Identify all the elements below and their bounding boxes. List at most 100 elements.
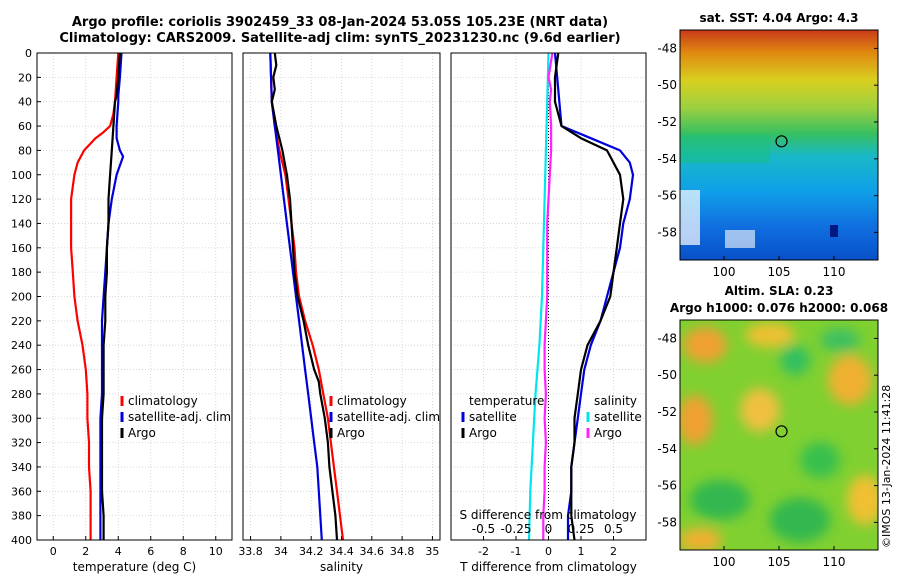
map-y-tick-label: -56 — [657, 479, 677, 493]
legend-label: satellite — [469, 410, 517, 424]
x-tick-label: -2 — [478, 545, 489, 558]
map-y-tick-label: -50 — [657, 78, 677, 92]
map-y-tick-label: -56 — [657, 189, 677, 203]
series-line-satellite-adj-clim — [269, 52, 323, 541]
y-tick-label: 40 — [18, 96, 32, 109]
series-line-t-argo — [553, 52, 625, 541]
series-line-climatology — [69, 52, 120, 540]
sla-map — [680, 320, 878, 550]
axes-frame — [36, 52, 233, 541]
y-tick-label: 100 — [11, 169, 32, 182]
sst-map-front — [680, 135, 770, 163]
y-tick-label: 260 — [11, 364, 32, 377]
legend-label: satellite — [594, 410, 642, 424]
map-x-tick-label: 110 — [823, 555, 846, 569]
x-tick-label: 34.4 — [329, 545, 354, 558]
map-y-tick-label: -48 — [657, 41, 677, 55]
map-x-tick-label: 105 — [768, 265, 791, 279]
map-x-tick-label: 105 — [768, 555, 791, 569]
x-axis-label: T difference from climatology — [459, 560, 637, 574]
x-tick-label: 1 — [578, 545, 585, 558]
sst-map — [680, 30, 878, 260]
x-tick-label: 34.2 — [299, 545, 324, 558]
x-tick-label: 2 — [610, 545, 617, 558]
legend-label: Argo — [337, 426, 365, 440]
s-tick-label: -0.5 — [472, 522, 495, 536]
sla-map-anomalies — [680, 323, 878, 550]
series-line-s-satellite — [527, 52, 550, 541]
x-tick-label: 8 — [180, 545, 187, 558]
y-tick-label: 140 — [11, 217, 32, 230]
sst-map-cold-spot — [830, 225, 838, 237]
imos-watermark: ©IMOS 13-Jan-2024 11:41:28 — [880, 385, 893, 548]
x-tick-label: 6 — [147, 545, 154, 558]
y-tick-label: 200 — [11, 291, 32, 304]
map-y-tick-label: -54 — [657, 442, 677, 456]
y-tick-label: 180 — [11, 266, 32, 279]
y-tick-label: 20 — [18, 71, 32, 84]
sst-map-cloud-gap — [725, 230, 755, 248]
x-axis-label: temperature (deg C) — [73, 560, 196, 574]
x-tick-label: 34 — [274, 545, 288, 558]
y-tick-label: 240 — [11, 339, 32, 352]
s-tick-label: 0.25 — [568, 522, 595, 536]
map-y-tick-label: -52 — [657, 115, 677, 129]
map-y-tick-label: -52 — [657, 405, 677, 419]
x-tick-label: 34.8 — [390, 545, 415, 558]
legend-label: salinity — [594, 394, 637, 408]
s-axis-label: S difference from climatology — [460, 508, 637, 522]
y-tick-label: 160 — [11, 242, 32, 255]
series-line-argo — [270, 52, 339, 541]
y-tick-label: 280 — [11, 388, 32, 401]
x-tick-label: 35 — [425, 545, 439, 558]
y-tick-label: 120 — [11, 193, 32, 206]
s-tick-label: -0.25 — [500, 522, 531, 536]
map-x-tick-label: 100 — [713, 265, 736, 279]
sla-map-axes: 100 105 110 -48 -50 -52 -54 -56 -58 — [657, 319, 879, 569]
x-tick-label: -1 — [511, 545, 522, 558]
y-tick-label: 0 — [25, 47, 32, 60]
x-tick-label: 2 — [82, 545, 89, 558]
legend-label: satellite-adj. clim — [128, 410, 231, 424]
y-tick-label: 380 — [11, 510, 32, 523]
y-tick-label: 320 — [11, 437, 32, 450]
legend-label: Argo — [594, 426, 622, 440]
title-line-2: Climatology: CARS2009. Satellite-adj cli… — [59, 31, 621, 46]
legend-label: Argo — [469, 426, 497, 440]
y-tick-label: 60 — [18, 120, 32, 133]
x-tick-label: 0 — [50, 545, 57, 558]
map-y-tick-label: -54 — [657, 152, 677, 166]
x-tick-label: 4 — [115, 545, 122, 558]
sst-map-axes: 100 105 110 -48 -50 -52 -54 -56 -58 — [657, 29, 879, 279]
s-tick-label: 0.5 — [604, 522, 623, 536]
series-line-argo — [100, 52, 121, 540]
difference-panel: -2 -1 0 1 2 T difference from climatology S di… — [450, 52, 647, 574]
argo-float-marker — [775, 425, 788, 438]
y-tick-label: 340 — [11, 461, 32, 474]
s-tick-label: 0 — [545, 522, 553, 536]
sla-map-subtitle: Argo h1000: 0.076 h2000: 0.068 — [670, 301, 888, 315]
y-tick-label: 400 — [11, 534, 32, 547]
map-y-tick-label: -50 — [657, 368, 677, 382]
y-tick-label: 360 — [11, 485, 32, 498]
argo-float-marker — [775, 135, 788, 148]
series-line-t-satellite — [553, 52, 635, 540]
x-tick-label: 0 — [545, 545, 552, 558]
y-tick-label: 300 — [11, 412, 32, 425]
x-tick-label: 10 — [209, 545, 223, 558]
temperature-panel: 0 2 4 6 8 10 temperature (deg C) 0 20 40 60 80 100 12… — [11, 47, 233, 574]
x-tick-label: 34.6 — [360, 545, 385, 558]
x-axis-label: salinity — [320, 560, 363, 574]
series-line-climatology — [269, 52, 345, 541]
salinity-panel: 33.8 34 34.2 34.4 34.6 34.8 35 salinity climatol… — [238, 52, 441, 574]
y-tick-label: 80 — [18, 144, 32, 157]
y-tick-label: 220 — [11, 315, 32, 328]
title-line-1: Argo profile: coriolis 3902459_33 08-Jan… — [71, 15, 609, 30]
map-x-tick-label: 110 — [823, 265, 846, 279]
legend-label: temperature — [469, 394, 544, 408]
axes-frame — [450, 52, 647, 541]
x-tick-label: 33.8 — [238, 545, 263, 558]
axes-frame — [242, 52, 441, 541]
legend-label: climatology — [128, 394, 198, 408]
